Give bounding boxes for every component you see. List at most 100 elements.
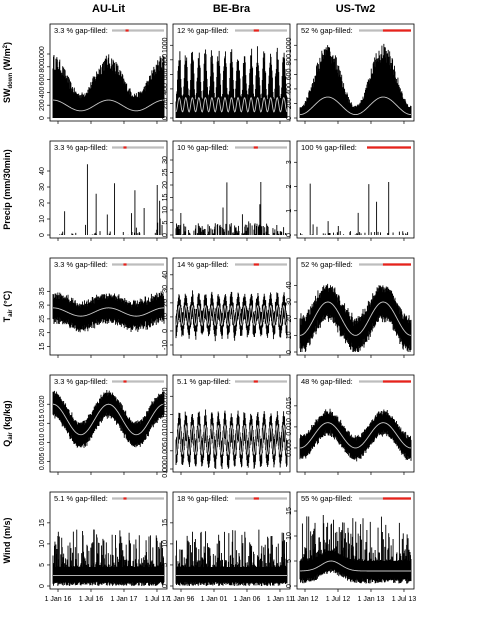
y-tick-label: 20: [39, 329, 46, 337]
series-running-mean: [175, 304, 288, 327]
row-label-sw: SWdown (W/m2): [2, 42, 14, 103]
x-tick-label: 1 Jan 01: [201, 596, 228, 603]
y-tick-label: 10: [39, 215, 46, 223]
series-running-mean: [52, 307, 165, 317]
gap-filled-label: 48 % gap-filled:: [301, 377, 353, 386]
panel-1-wind: 18 % gap-filled: 0 5 10 15 1 Jan 96 1 Jan 01 1 …: [162, 491, 293, 603]
panel-0-wind: 5.1 % gap-filled: 0 5 10 15 1 Jan 16 1 Jul 16 1…: [39, 491, 169, 603]
y-tick-label: 10: [286, 331, 293, 339]
series-running-mean: [299, 560, 411, 572]
y-tick-label: 400: [162, 83, 169, 95]
panel-0-tair: 3.3 % gap-filled: 15 20 25 30 35: [39, 257, 168, 358]
y-tick-label: 800: [39, 61, 46, 73]
panel-frame: [296, 257, 415, 356]
series-running-mean: [299, 301, 412, 336]
y-tick-label: 800: [162, 54, 169, 66]
y-tick-label: 0: [162, 233, 169, 237]
gap-filled-label: 5.1 % gap-filled:: [54, 494, 108, 503]
series-observed: [52, 291, 165, 333]
y-tick-label: 1000: [286, 37, 293, 53]
y-tick-label: 0: [286, 233, 293, 237]
panel-frame: [172, 23, 291, 122]
y-tick-label: 5: [286, 559, 293, 563]
y-tick-label: 5: [162, 563, 169, 567]
y-tick-label: 10: [39, 540, 46, 548]
x-tick-label: 1 Jan 17: [111, 596, 138, 603]
gap-filled-label: 100 % gap-filled:: [301, 143, 357, 152]
y-tick-label: 200: [286, 98, 293, 110]
series-observed: [175, 182, 287, 235]
x-tick-label: 1 Jan 13: [358, 596, 385, 603]
series-observed: [299, 408, 412, 462]
series-running-mean: [52, 403, 165, 436]
series-observed: [175, 46, 288, 118]
y-tick-label: 0: [39, 584, 46, 588]
gap-filled-label: 52 % gap-filled:: [301, 260, 353, 269]
panel-frame: [296, 23, 415, 122]
x-tick-label: 1 Jan 06: [234, 596, 261, 603]
y-tick-label: 0.005: [162, 442, 169, 460]
series-observed: [175, 409, 288, 469]
y-tick-label: 800: [286, 54, 293, 66]
y-tick-label: 0.015: [286, 397, 293, 415]
y-tick-label: 15: [39, 342, 46, 350]
y-tick-label: 40: [39, 167, 46, 175]
panel-frame: [172, 374, 291, 473]
series-observed: [300, 181, 409, 235]
panel-frame: [49, 257, 168, 356]
gap-filled-label: 10 % gap-filled:: [177, 143, 229, 152]
x-tick-label: 1 Jul 16: [79, 596, 104, 603]
y-tick-label: 40: [162, 271, 169, 279]
y-tick-label: -10: [162, 340, 169, 350]
y-tick-label: 30: [39, 301, 46, 309]
panel-frame: [172, 140, 291, 239]
y-tick-label: 30: [39, 183, 46, 191]
y-tick-label: 200: [39, 99, 46, 111]
row-label-wind: Wind (m/s): [2, 518, 12, 564]
y-tick-label: 0.005: [39, 453, 46, 471]
series-observed: [299, 514, 412, 584]
y-tick-label: 40: [286, 281, 293, 289]
series-observed: [52, 389, 165, 448]
y-tick-label: 10: [286, 532, 293, 540]
y-tick-label: 10: [162, 206, 169, 214]
series-observed: [52, 54, 165, 118]
y-tick-label: 10: [162, 540, 169, 548]
y-tick-label: 0.000: [162, 460, 169, 478]
column-title-1: BE-Bra: [213, 3, 251, 15]
x-tick-label: 1 Jul 12: [326, 596, 351, 603]
y-tick-label: 0: [162, 116, 169, 120]
y-tick-label: 1000: [39, 46, 46, 62]
y-tick-label: 0: [39, 116, 46, 120]
column-title-0: AU-Lit: [92, 3, 125, 15]
y-tick-label: 0.020: [39, 395, 46, 413]
y-tick-label: 1000: [162, 37, 169, 53]
y-tick-label: 600: [162, 68, 169, 80]
series-running-mean: [52, 99, 165, 112]
y-tick-label: 600: [286, 68, 293, 80]
y-tick-label: 0: [286, 584, 293, 588]
y-tick-label: 0.010: [39, 433, 46, 451]
y-tick-label: 0.020: [162, 387, 169, 405]
y-tick-label: 15: [286, 507, 293, 515]
panel-2-precip: 100 % gap-filled: 0 1 2 3: [286, 140, 415, 241]
y-tick-label: 15: [162, 194, 169, 202]
y-tick-label: 20: [286, 315, 293, 323]
series-running-mean: [175, 423, 288, 456]
panel-1-qair: 5.1 % gap-filled:0.0000.0050.0100.0150.0…: [162, 374, 291, 478]
panel-2-tair: 52 % gap-filled: 0 10 20 30 40: [286, 257, 415, 358]
row-label-qair: Qair (kg/kg): [2, 400, 14, 446]
y-tick-label: 35: [39, 287, 46, 295]
y-tick-label: 30: [162, 156, 169, 164]
gap-filled-label: 52 % gap-filled:: [301, 26, 353, 35]
series-observed: [299, 283, 412, 352]
gap-filled-label: 18 % gap-filled:: [177, 494, 229, 503]
x-tick-label: 1 Jan 96: [168, 596, 195, 603]
gap-filled-label: 55 % gap-filled:: [301, 494, 353, 503]
series-observed: [52, 529, 165, 586]
y-tick-label: 10: [162, 313, 169, 321]
y-tick-label: 0.010: [286, 418, 293, 436]
panel-frame: [172, 257, 291, 356]
